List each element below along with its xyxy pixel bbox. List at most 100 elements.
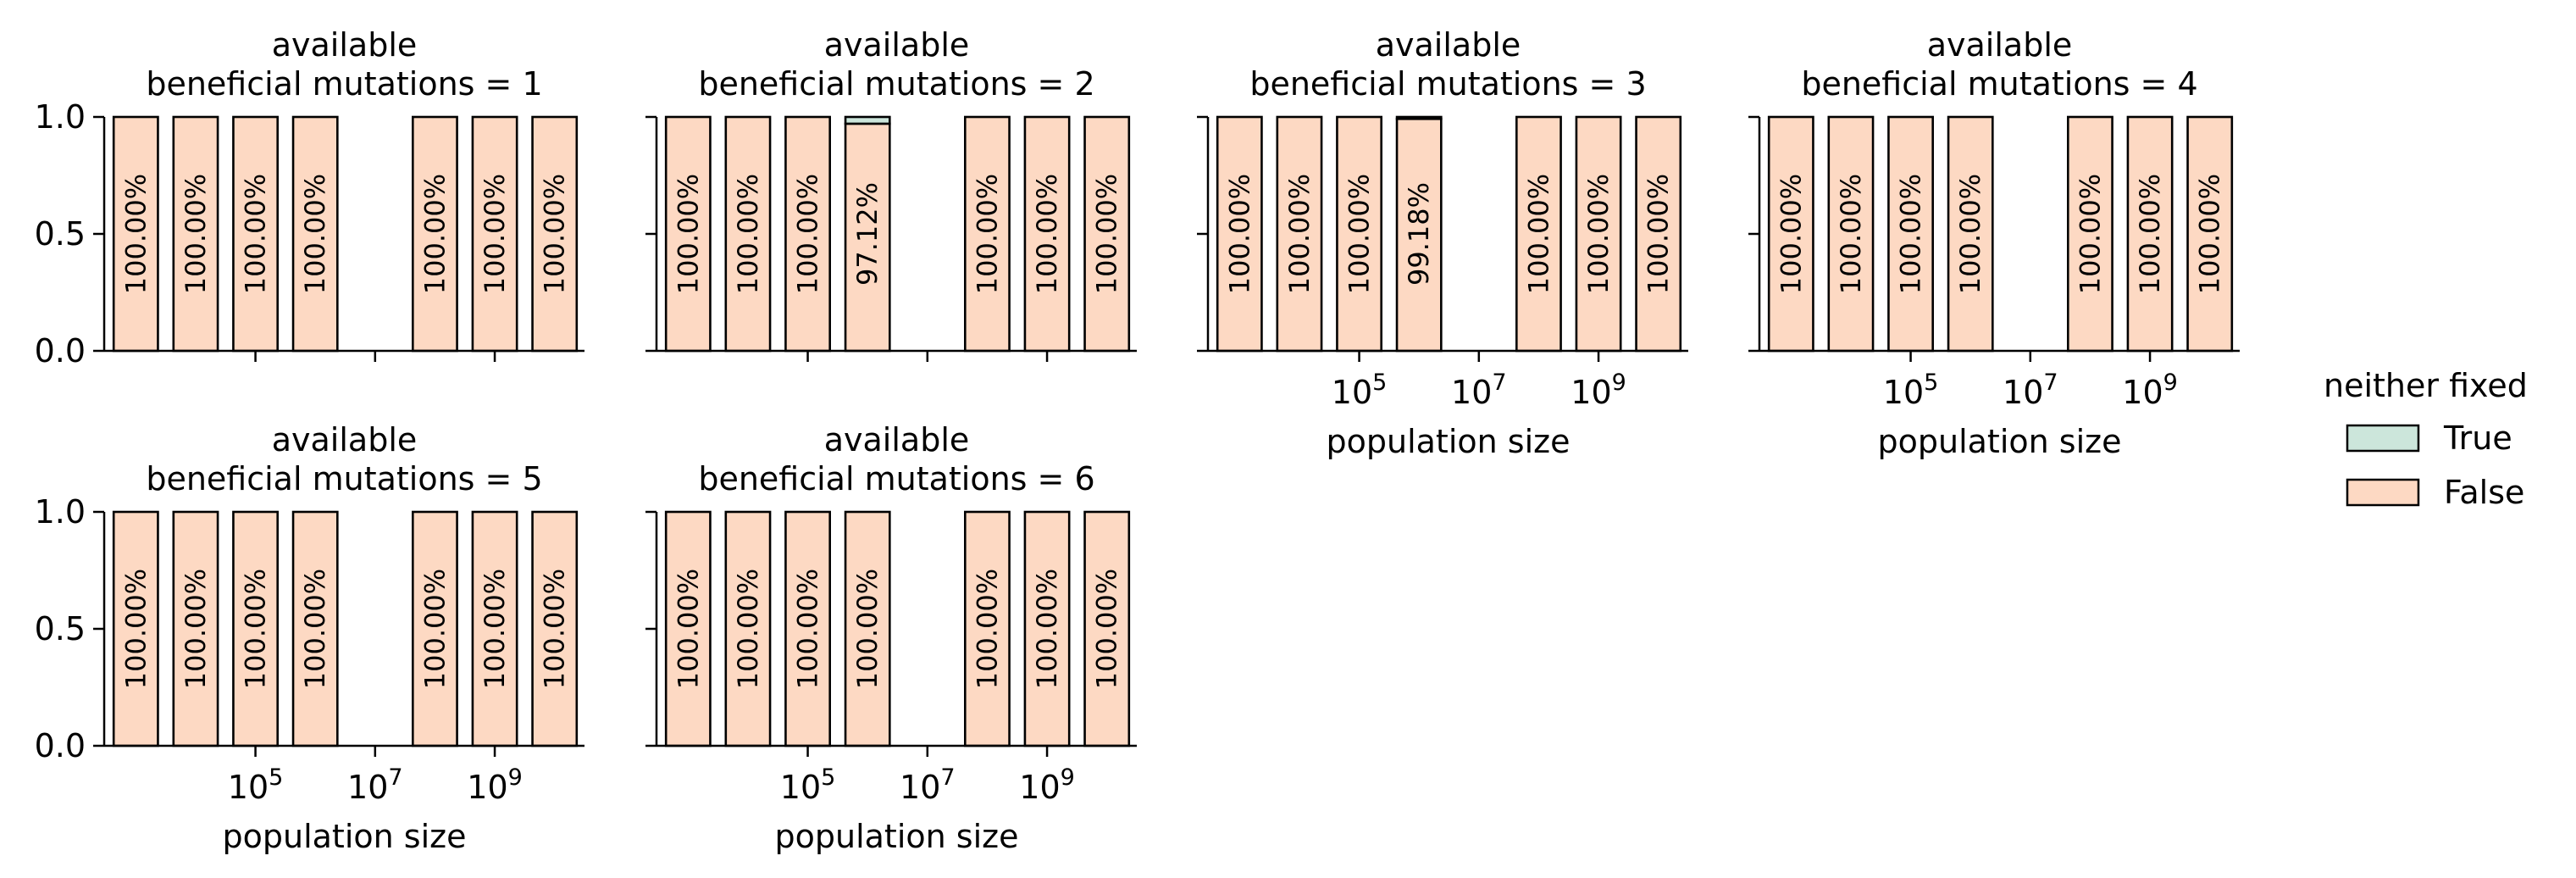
x-tick-label: 107 [347,764,403,806]
bar-data-label: 100.00% [971,174,1003,294]
bar-data-label: 100.00% [1582,174,1615,294]
bar-data-label: 100.00% [240,174,272,294]
bar-data-label: 100.00% [180,174,212,294]
x-tick-label: 107 [1451,370,1507,411]
bar-false [844,510,891,747]
x-tick-label: 107 [2003,370,2058,411]
bar-data-label: 100.00% [1283,174,1316,294]
panel-title-line2: beneficial mutations = 4 [1801,65,2197,103]
y-tick-label: 0.0 [35,727,86,764]
bar-false [784,115,831,353]
x-axis-label: population size [1878,423,2122,460]
bar-false [172,510,219,747]
x-tick-label: 105 [228,764,284,806]
legend-swatch-true [2346,424,2420,453]
y-tick-label: 1.0 [35,98,86,136]
bar-false [1023,510,1071,747]
bar-data-label: 100.00% [539,569,571,689]
bar-false [232,510,279,747]
bar-data-label: 100.00% [479,569,511,689]
bar-data-label: 100.00% [119,569,152,689]
panel-title-line1: available [272,26,418,64]
legend-label-false: False [2444,474,2524,511]
panel-title-line2: beneficial mutations = 5 [146,460,542,497]
bar-data-label: 100.00% [2194,174,2226,294]
x-axis-label: population size [223,818,467,855]
bar-data-label: 100.00% [1522,174,1554,294]
bar-true [1395,115,1443,120]
legend: neither fixed True False [2324,367,2528,511]
bar-data-label: 97.12% [851,182,884,286]
bar-data-label: 100.00% [119,174,152,294]
bar-data-label: 100.00% [299,569,331,689]
y-tick-label: 0.0 [35,332,86,370]
bar-false [412,510,458,747]
bar-data-label: 100.00% [732,174,764,294]
bar-false [1575,115,1622,353]
panel-title-line1: available [824,26,970,64]
bar-false [1083,510,1131,747]
bar-data-label: 100.00% [1223,174,1255,294]
bar-data-label: 100.00% [2134,174,2166,294]
y-tick-label: 0.5 [35,610,86,647]
bar-false [2067,115,2113,353]
legend-label-true: True [2443,420,2512,457]
bar-false [1947,115,1994,353]
bar-data-label: 100.00% [240,569,272,689]
bar-false [1887,115,1934,353]
bar-data-label: 100.00% [180,569,212,689]
bar-false [844,122,891,353]
panel-title-line1: available [272,421,418,458]
bar-data-label: 100.00% [1643,174,1675,294]
bar-false [1216,115,1263,353]
bar-data-label: 100.00% [1031,174,1063,294]
bar-false [471,115,518,353]
x-axis-label: population size [775,818,1019,855]
x-tick-label: 109 [467,764,523,806]
panel-title-line1: available [1376,26,1521,64]
bar-false [172,115,219,353]
bar-false [1635,115,1682,353]
bar-false [112,115,159,353]
bar-false [1276,115,1323,353]
bar-data-label: 100.00% [418,174,451,294]
bar-data-label: 100.00% [672,174,704,294]
bar-false [1336,115,1382,353]
bar-data-label: 100.00% [732,569,764,689]
bar-data-label: 99.18% [1403,182,1435,286]
x-tick-label: 105 [1332,370,1388,411]
x-tick-label: 107 [900,764,956,806]
bar-data-label: 100.00% [672,569,704,689]
panel-title-line1: available [824,421,970,458]
x-tick-label: 109 [1571,370,1626,411]
bar-data-label: 100.00% [1775,174,1807,294]
bar-data-label: 100.00% [1343,174,1376,294]
bar-data-label: 100.00% [299,174,331,294]
bar-data-label: 100.00% [1954,174,1986,294]
bar-false [531,510,579,747]
bar-data-label: 100.00% [2074,174,2106,294]
bar-data-label: 100.00% [479,174,511,294]
panel-title-line1: available [1927,26,2073,64]
bar-false [664,115,712,353]
y-tick-label: 0.5 [35,215,86,253]
bar-true [844,115,891,125]
bar-data-label: 100.00% [418,569,451,689]
legend-swatch-false [2346,478,2420,507]
x-tick-label: 105 [780,764,836,806]
x-tick-label: 109 [2122,370,2178,411]
bar-false [724,510,772,747]
legend-title: neither fixed [2324,367,2528,404]
bar-false [1083,115,1131,353]
bar-data-label: 100.00% [851,569,884,689]
bar-data-label: 100.00% [792,569,824,689]
bar-false [471,510,518,747]
y-tick-label: 1.0 [35,493,86,531]
bar-data-label: 100.00% [971,569,1003,689]
panel-title-line2: beneficial mutations = 2 [698,65,1094,103]
